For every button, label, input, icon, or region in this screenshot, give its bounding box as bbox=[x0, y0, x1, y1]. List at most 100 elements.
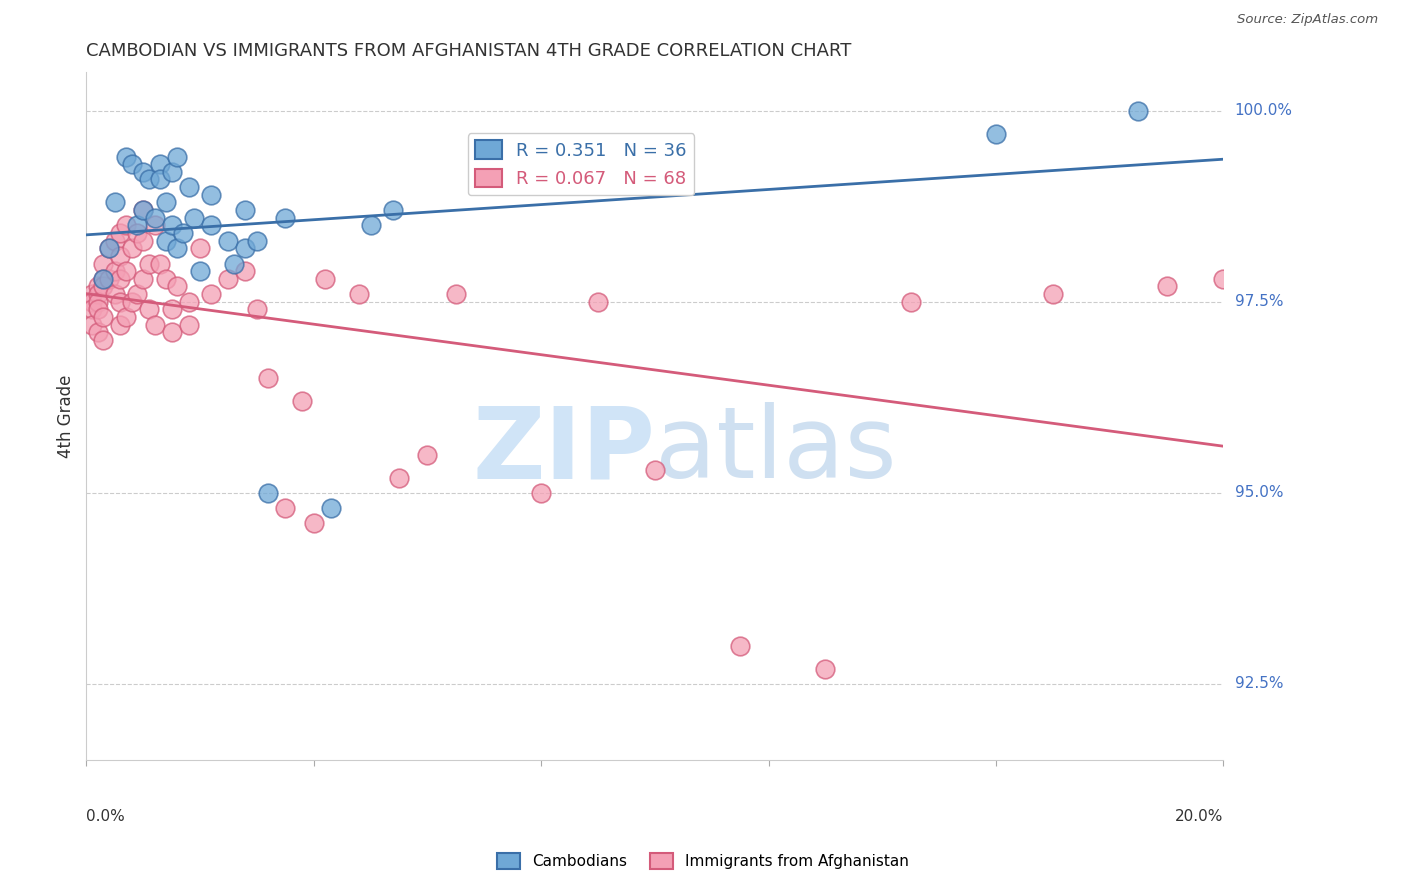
Point bbox=[166, 241, 188, 255]
Point bbox=[444, 287, 467, 301]
Point bbox=[586, 294, 609, 309]
Point bbox=[257, 486, 280, 500]
Point bbox=[224, 256, 246, 270]
Point bbox=[291, 394, 314, 409]
Point bbox=[360, 219, 382, 233]
Point bbox=[110, 294, 132, 309]
Point bbox=[86, 294, 108, 309]
Point bbox=[115, 310, 138, 324]
Point bbox=[93, 333, 115, 347]
Point bbox=[110, 249, 132, 263]
Text: CAMBODIAN VS IMMIGRANTS FROM AFGHANISTAN 4TH GRADE CORRELATION CHART: CAMBODIAN VS IMMIGRANTS FROM AFGHANISTAN… bbox=[86, 42, 852, 60]
Point bbox=[183, 211, 205, 225]
Point bbox=[143, 318, 166, 332]
Point bbox=[200, 287, 222, 301]
Point bbox=[86, 326, 108, 340]
Point bbox=[347, 287, 370, 301]
Point bbox=[104, 195, 127, 210]
Point bbox=[80, 294, 103, 309]
Point bbox=[104, 234, 127, 248]
Point bbox=[93, 279, 115, 293]
Point bbox=[814, 662, 837, 676]
Point bbox=[166, 149, 188, 163]
Point bbox=[188, 264, 211, 278]
Legend: Cambodians, Immigrants from Afghanistan: Cambodians, Immigrants from Afghanistan bbox=[491, 847, 915, 875]
Point bbox=[217, 272, 239, 286]
Point bbox=[86, 287, 108, 301]
Point bbox=[93, 256, 115, 270]
Point bbox=[900, 294, 922, 309]
Point bbox=[728, 639, 751, 653]
Point bbox=[200, 219, 222, 233]
Point bbox=[127, 226, 149, 240]
Point bbox=[115, 264, 138, 278]
Point bbox=[155, 234, 177, 248]
Text: ZIP: ZIP bbox=[472, 402, 655, 500]
Point bbox=[160, 219, 183, 233]
Point bbox=[115, 149, 138, 163]
Point bbox=[314, 272, 336, 286]
Point bbox=[1156, 279, 1178, 293]
Point bbox=[246, 302, 269, 317]
Point bbox=[257, 371, 280, 385]
Point bbox=[80, 287, 103, 301]
Point bbox=[984, 127, 1007, 141]
Point bbox=[127, 219, 149, 233]
Point bbox=[132, 202, 155, 217]
Point bbox=[155, 195, 177, 210]
Text: 100.0%: 100.0% bbox=[1234, 103, 1292, 118]
Point bbox=[80, 318, 103, 332]
Point bbox=[149, 157, 172, 171]
Point bbox=[104, 264, 127, 278]
Point bbox=[160, 165, 183, 179]
Text: 97.5%: 97.5% bbox=[1234, 294, 1284, 310]
Point bbox=[166, 279, 188, 293]
Point bbox=[155, 272, 177, 286]
Point bbox=[217, 234, 239, 248]
Point bbox=[235, 264, 257, 278]
Point bbox=[138, 172, 160, 186]
Text: 92.5%: 92.5% bbox=[1234, 676, 1284, 691]
Point bbox=[235, 202, 257, 217]
Point bbox=[160, 302, 183, 317]
Point bbox=[132, 234, 155, 248]
Point bbox=[644, 463, 666, 477]
Point bbox=[110, 318, 132, 332]
Point bbox=[98, 272, 121, 286]
Point bbox=[138, 302, 160, 317]
Point bbox=[98, 241, 121, 255]
Point bbox=[235, 241, 257, 255]
Point bbox=[93, 272, 115, 286]
Point bbox=[416, 448, 439, 462]
Point bbox=[138, 256, 160, 270]
Point bbox=[132, 165, 155, 179]
Legend: R = 0.351   N = 36, R = 0.067   N = 68: R = 0.351 N = 36, R = 0.067 N = 68 bbox=[468, 133, 695, 195]
Point bbox=[188, 241, 211, 255]
Point bbox=[80, 302, 103, 317]
Point bbox=[110, 272, 132, 286]
Point bbox=[149, 256, 172, 270]
Point bbox=[530, 486, 553, 500]
Text: atlas: atlas bbox=[655, 402, 897, 500]
Point bbox=[86, 279, 108, 293]
Point bbox=[86, 302, 108, 317]
Point bbox=[98, 241, 121, 255]
Point bbox=[132, 202, 155, 217]
Point bbox=[1042, 287, 1064, 301]
Point bbox=[177, 294, 200, 309]
Point bbox=[93, 310, 115, 324]
Point bbox=[143, 211, 166, 225]
Y-axis label: 4th Grade: 4th Grade bbox=[58, 375, 75, 458]
Point bbox=[246, 234, 269, 248]
Point bbox=[160, 326, 183, 340]
Text: Source: ZipAtlas.com: Source: ZipAtlas.com bbox=[1237, 13, 1378, 27]
Text: 20.0%: 20.0% bbox=[1175, 808, 1223, 823]
Point bbox=[388, 470, 411, 484]
Point bbox=[274, 501, 297, 516]
Text: 95.0%: 95.0% bbox=[1234, 485, 1284, 500]
Point bbox=[177, 318, 200, 332]
Point bbox=[93, 272, 115, 286]
Point bbox=[319, 501, 342, 516]
Point bbox=[302, 516, 325, 531]
Point bbox=[1212, 272, 1234, 286]
